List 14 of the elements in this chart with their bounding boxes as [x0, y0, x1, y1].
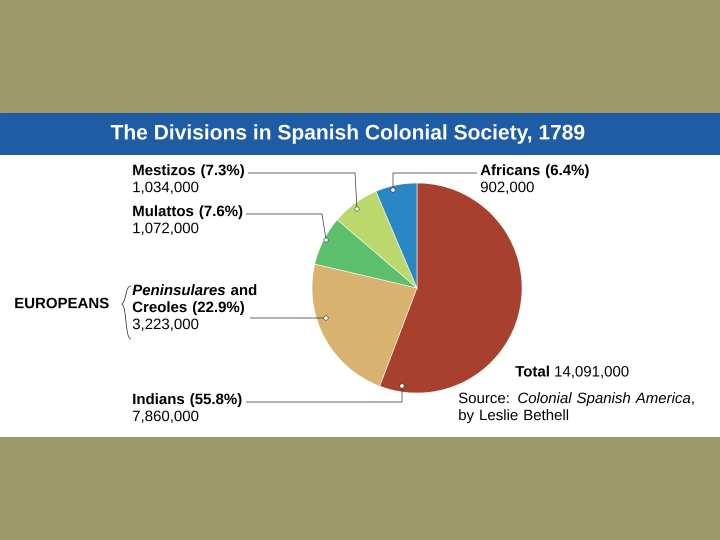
data-label: 1,034,000	[133, 182, 198, 194]
text: Total 14,091,000	[515, 366, 629, 378]
slice-label: Mestizos (7.3%)	[133, 164, 244, 178]
chart-title: The Divisions in Spanish Colonial Society, 1789	[110, 124, 584, 144]
slice-label: Africans (6.4%)	[480, 164, 589, 178]
text: Source: Colonial Spanish America, by Leslie Bethell	[458, 392, 694, 424]
data-label: 1,072,000	[133, 222, 198, 235]
data-label: 7,860,000	[132, 410, 198, 423]
text: EUROPEANS	[15, 298, 109, 308]
slice-label: Indians (55.8%)	[133, 393, 242, 408]
data-label: 902,000	[480, 182, 534, 194]
slice-label: Mulattos (7.6%)	[133, 205, 242, 220]
slice-label: Peninsulares and Creoles (22.9%)	[132, 284, 256, 316]
data-label: 3,223,000	[132, 318, 198, 331]
